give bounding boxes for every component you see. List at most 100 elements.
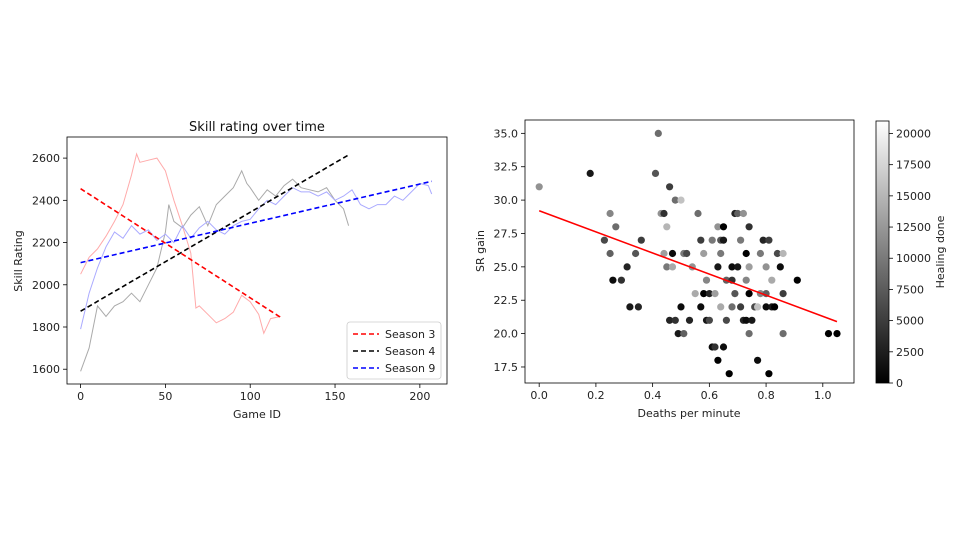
scatter-point bbox=[762, 263, 770, 271]
right-x-tick-label: 0.6 bbox=[701, 389, 719, 402]
scatter-point bbox=[737, 303, 745, 311]
scatter-point bbox=[728, 303, 736, 311]
scatter-point bbox=[697, 236, 705, 244]
colorbar-tick-label: 2500 bbox=[896, 346, 924, 359]
scatter-point bbox=[654, 129, 662, 137]
left-y-tick-label: 1800 bbox=[32, 321, 60, 334]
scatter-point bbox=[660, 249, 668, 258]
scatter-point bbox=[779, 330, 787, 338]
right-y-tick-label: 27.5 bbox=[494, 227, 519, 240]
scatter-point bbox=[745, 330, 753, 338]
scatter-point bbox=[606, 209, 614, 218]
scatter-point bbox=[745, 223, 753, 231]
scatter-point bbox=[677, 196, 685, 204]
scatter-point bbox=[717, 249, 725, 258]
scatter-point bbox=[833, 330, 841, 338]
scatter-point bbox=[779, 249, 787, 258]
scatter-point bbox=[768, 276, 776, 284]
right-y-ticks: 17.5 20.0 22.5 25.0 27.5 30.0 32.5 35.0 bbox=[494, 127, 525, 374]
scatter-point bbox=[771, 303, 779, 311]
left-x-tick-label: 200 bbox=[409, 390, 430, 403]
scatter-point bbox=[722, 316, 731, 324]
left-chart: Skill rating over time Game ID Skill Rat… bbox=[12, 120, 448, 421]
colorbar-label: Healing done bbox=[934, 215, 947, 288]
left-y-ticks: 1600 1800 2000 2200 2400 2600 bbox=[32, 152, 67, 376]
scatter-point bbox=[742, 316, 750, 324]
scatter-point bbox=[668, 249, 677, 258]
scatter-point bbox=[711, 290, 719, 298]
right-y-tick-label: 25.0 bbox=[494, 261, 519, 274]
scatter-point bbox=[742, 276, 750, 284]
scatter-point bbox=[725, 370, 733, 378]
scatter-point bbox=[685, 316, 694, 324]
colorbar bbox=[875, 120, 890, 384]
raw-line-season-4-raw bbox=[80, 169, 350, 372]
scatter-point bbox=[612, 223, 620, 231]
colorbar-tick-label: 0 bbox=[896, 377, 903, 390]
scatter-point bbox=[756, 249, 765, 258]
scatter-point bbox=[745, 290, 753, 298]
scatter-point bbox=[617, 276, 626, 284]
scatter-point bbox=[683, 249, 691, 258]
scatter-points bbox=[535, 129, 841, 378]
scatter-point bbox=[742, 249, 750, 258]
scatter-point bbox=[719, 236, 728, 244]
scatter-point bbox=[773, 249, 782, 258]
colorbar-ticks: 0 2500 5000 7500 10000 12500 15000 17500 20000 bbox=[889, 127, 931, 390]
left-y-tick-label: 2000 bbox=[32, 279, 60, 292]
scatter-point bbox=[754, 303, 762, 311]
left-y-axis-label: Skill Rating bbox=[12, 230, 25, 291]
scatter-point bbox=[691, 290, 699, 298]
left-x-tick-label: 0 bbox=[77, 390, 84, 403]
right-x-tick-label: 1.0 bbox=[814, 389, 832, 402]
right-y-tick-label: 30.0 bbox=[494, 194, 519, 207]
scatter-point bbox=[660, 209, 668, 218]
scatter-point bbox=[606, 249, 614, 258]
scatter-point bbox=[671, 196, 679, 204]
scatter-point bbox=[745, 263, 753, 271]
left-chart-title: Skill rating over time bbox=[189, 120, 325, 135]
colorbar-tick-label: 12500 bbox=[896, 221, 931, 234]
right-y-tick-label: 17.5 bbox=[494, 361, 519, 374]
scatter-point bbox=[668, 263, 677, 271]
scatter-point bbox=[719, 343, 728, 351]
left-legend: Season 3 Season 4 Season 9 bbox=[346, 321, 442, 380]
scatter-point bbox=[731, 290, 739, 298]
scatter-point bbox=[739, 209, 748, 218]
scatter-point bbox=[711, 343, 719, 351]
left-x-tick-label: 150 bbox=[325, 390, 346, 403]
scatter-point bbox=[702, 276, 711, 284]
right-y-tick-label: 22.5 bbox=[494, 294, 519, 307]
scatter-point bbox=[632, 249, 640, 258]
scatter-point bbox=[765, 236, 773, 244]
left-y-tick-label: 1600 bbox=[32, 363, 60, 376]
scatter-point bbox=[762, 303, 770, 311]
scatter-point bbox=[779, 290, 787, 298]
scatter-point bbox=[734, 263, 742, 271]
scatter-point bbox=[694, 209, 702, 218]
legend-label-season-3: Season 3 bbox=[385, 328, 435, 341]
regression-line bbox=[538, 210, 838, 323]
colorbar-tick-label: 10000 bbox=[896, 252, 931, 265]
scatter-point bbox=[700, 249, 708, 258]
legend-label-season-4: Season 4 bbox=[385, 345, 435, 358]
raw-line-season-9-raw bbox=[80, 182, 433, 330]
scatter-point bbox=[666, 316, 674, 324]
scatter-point bbox=[748, 316, 756, 324]
scatter-point bbox=[717, 303, 725, 311]
scatter-point bbox=[671, 316, 679, 324]
scatter-point bbox=[714, 263, 722, 271]
right-x-tick-label: 0.2 bbox=[587, 389, 605, 402]
scatter-point bbox=[705, 290, 714, 298]
right-x-ticks: 0.0 0.2 0.4 0.6 0.8 1.0 bbox=[530, 383, 832, 402]
right-y-tick-label: 35.0 bbox=[494, 127, 519, 140]
legend-box bbox=[346, 321, 442, 380]
scatter-point bbox=[793, 276, 801, 284]
scatter-point bbox=[609, 276, 617, 284]
left-y-tick-label: 2400 bbox=[32, 194, 60, 207]
scatter-point bbox=[759, 236, 767, 244]
scatter-point bbox=[728, 263, 736, 271]
left-x-tick-label: 100 bbox=[240, 390, 261, 403]
right-x-tick-label: 0.0 bbox=[530, 389, 548, 402]
